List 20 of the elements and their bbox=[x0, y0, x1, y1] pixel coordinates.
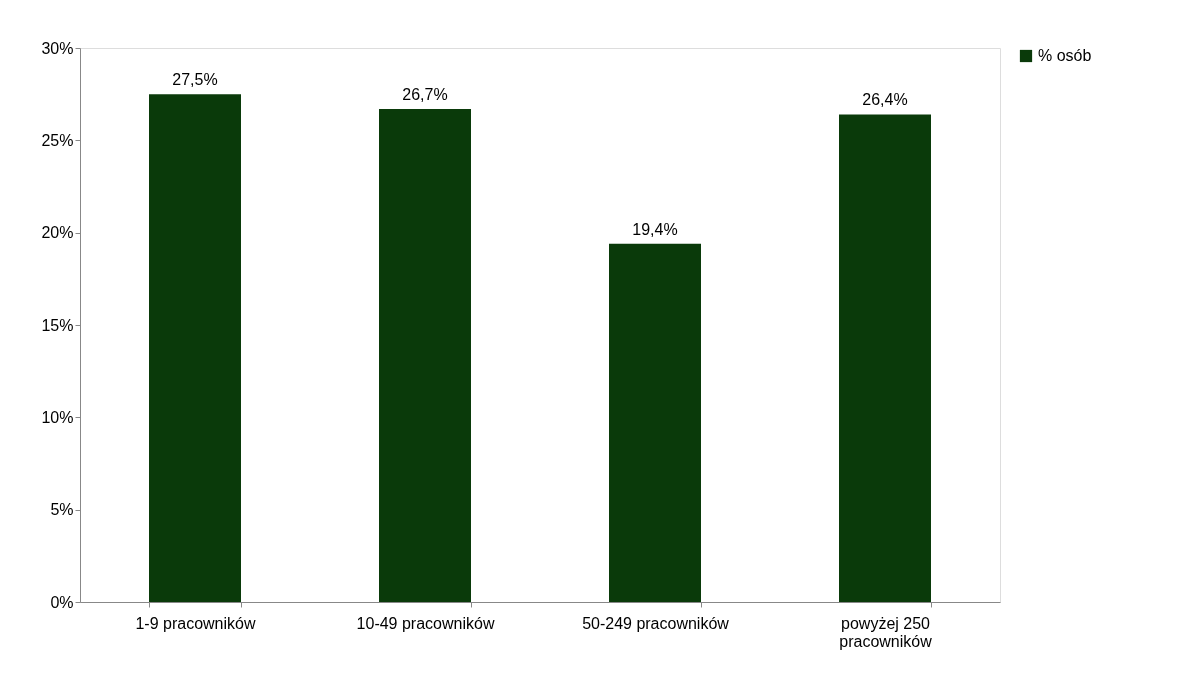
data-label: 26,7% bbox=[402, 85, 448, 103]
legend-label: % osób bbox=[1038, 47, 1092, 64]
y-tick-label: 15% bbox=[41, 316, 74, 334]
y-tick-label: 25% bbox=[41, 131, 74, 149]
x-tick-label: 50-249 pracowników bbox=[582, 614, 730, 632]
y-tick-label: 20% bbox=[41, 224, 74, 242]
x-tick-label: 1-9 pracowników bbox=[135, 614, 256, 632]
data-label: 26,4% bbox=[862, 91, 908, 109]
y-tick-label: 10% bbox=[41, 408, 74, 426]
y-tick-label: 0% bbox=[50, 593, 74, 611]
bar bbox=[379, 108, 471, 602]
bar bbox=[839, 114, 931, 602]
bar bbox=[149, 94, 241, 602]
x-tick-label: 10-49 pracowników bbox=[356, 614, 495, 632]
bar bbox=[609, 243, 701, 602]
data-label: 27,5% bbox=[172, 71, 218, 89]
x-tick-label: powyżej 250 pracowników bbox=[839, 614, 933, 650]
y-tick-label: 30% bbox=[41, 39, 74, 57]
y-tick-label: 5% bbox=[50, 501, 74, 519]
data-label: 19,4% bbox=[632, 220, 678, 238]
